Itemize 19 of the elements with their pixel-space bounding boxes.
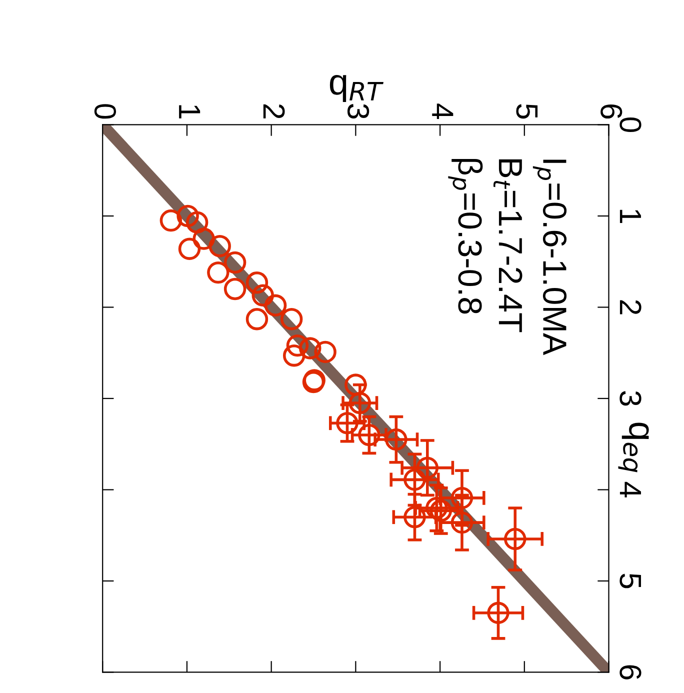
x-tick-label: 3: [347, 104, 370, 119]
annotation: I$_{p}$=0.6-1.0MA: [532, 160, 567, 356]
x-tick-label: 0: [94, 104, 116, 119]
x-tick-label: 4: [432, 104, 454, 119]
x-axis-title: q$_{RT}$: [330, 75, 384, 102]
y-tick-label: 2: [620, 300, 642, 314]
y-tick-label: 5: [620, 574, 641, 588]
y-tick-label: 6: [620, 665, 642, 680]
x-tick-label: 2: [263, 104, 285, 118]
y-tick-label: 4: [620, 482, 641, 498]
y-tick-label: 0: [620, 117, 642, 132]
x-tick-label: 1: [179, 105, 200, 118]
y-axis-title: q$_{eq}$: [618, 422, 649, 472]
y-tick-label: 3: [620, 391, 642, 406]
annotation: B$_{t}$=1.7-2.4T: [493, 159, 522, 332]
x-tick-label: 6: [600, 104, 622, 119]
x-tick-label: 5: [516, 104, 538, 119]
annotation: β$_{p}$=0.3-0.8: [448, 158, 483, 314]
y-tick-label: 1: [620, 210, 641, 223]
